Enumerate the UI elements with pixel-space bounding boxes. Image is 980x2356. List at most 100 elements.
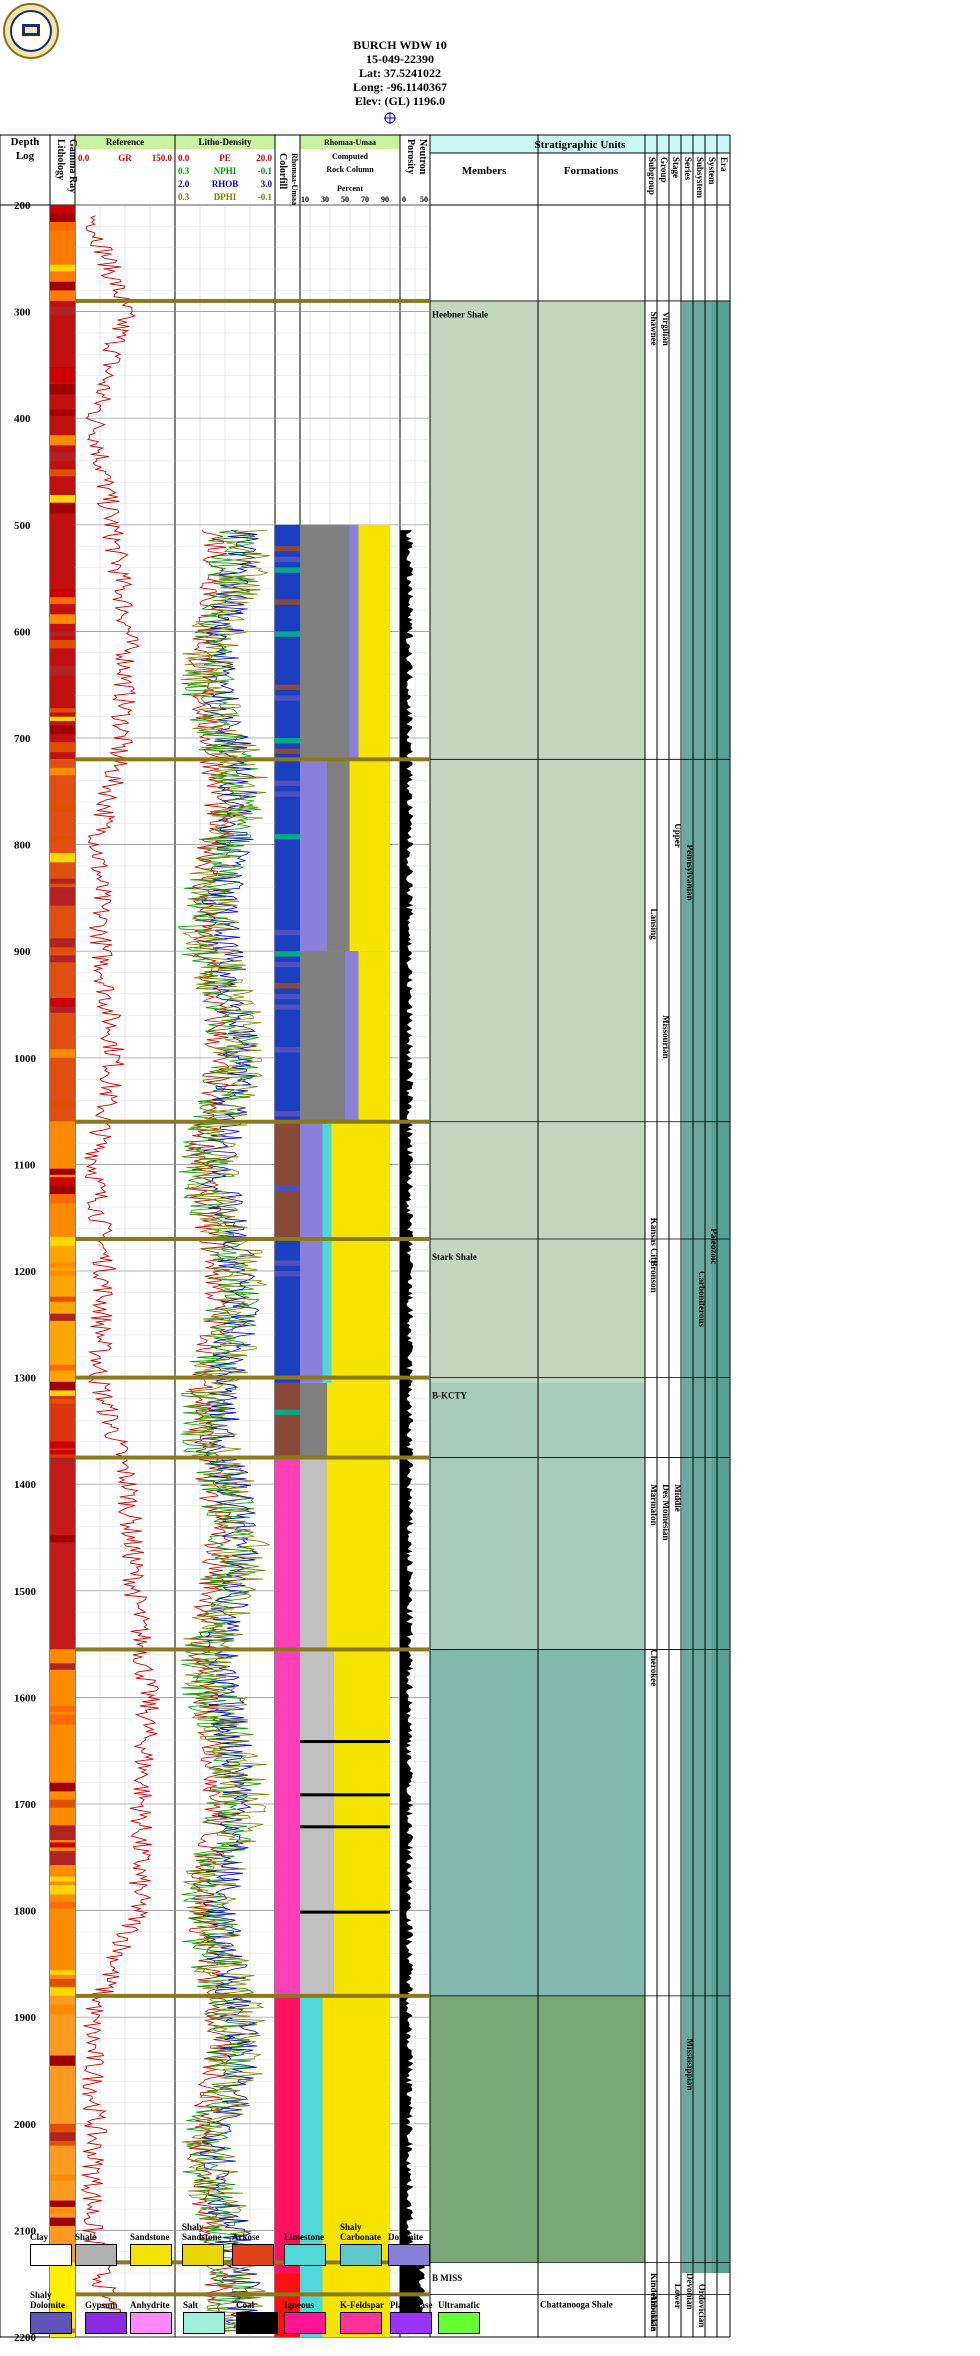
colorfill-stripe	[275, 833, 300, 840]
depth-label-2200: 2200	[14, 2332, 37, 2344]
gr-title: Gamma Ray	[67, 139, 78, 193]
density-scale-min-3: 0.3	[178, 192, 190, 202]
legend-item-sandstone: Sandstone	[130, 2222, 186, 2266]
depth-label-1100: 1100	[14, 1159, 36, 1171]
formation-top-1	[75, 757, 430, 762]
legend-swatch-dolomite	[388, 2244, 430, 2266]
colorfill-band-4	[275, 1382, 300, 1458]
lithology-stripe	[50, 435, 75, 446]
litho-density-title: Litho-Density	[198, 137, 252, 147]
neutron-tick-1: 50	[420, 195, 428, 204]
colorfill-band-0	[275, 524, 300, 760]
legend-label: K-Feldspar	[340, 2300, 384, 2310]
legend-item-gypsum: Gypsum	[85, 2290, 141, 2334]
rock-title: Rhomaa-Umaa	[324, 138, 376, 147]
lithology-stripe	[50, 409, 75, 416]
rock-tick-1: 30	[321, 195, 329, 204]
rock-column-band	[300, 951, 345, 1122]
lithology-stripe	[50, 1799, 75, 1808]
colorfill-stripe	[275, 1111, 300, 1117]
density-scale-min-0: 0.0	[178, 153, 190, 163]
subgroup-label-1: Lansing	[649, 909, 659, 941]
lithology-band-7	[50, 1649, 75, 1996]
depth-label-900: 900	[14, 946, 31, 958]
rock-column-band	[300, 1382, 327, 1458]
strat-col-title-4: Subsystem	[695, 157, 705, 199]
legend-item-ultramafic: Ultramafic	[438, 2290, 494, 2334]
lithology-stripe	[50, 614, 75, 624]
lithology-stripe	[50, 2004, 75, 2015]
legend-label: Salt	[183, 2300, 199, 2310]
gr-scale-name: GR	[118, 153, 132, 163]
gr-scale-max: 150.0	[152, 153, 173, 163]
depth-label-600: 600	[14, 626, 31, 638]
series-label-1: Middle	[673, 1484, 683, 1512]
density-scale-name-1: NPHI	[214, 166, 237, 176]
subgroup-label-4: Marmaton	[649, 1484, 659, 1526]
colorfill-stripe	[275, 1260, 300, 1266]
strat-col-title-5: System	[707, 157, 717, 185]
colorfill-stripe	[275, 567, 300, 573]
rock-column-band	[300, 1121, 323, 1383]
lithology-stripe	[50, 716, 75, 721]
lithology-stripe	[50, 639, 75, 649]
coal-seam-0	[300, 1740, 390, 1744]
legend-label: Shaly Carbonate	[340, 2222, 381, 2242]
subgroup-label-6: Kinderhookian	[649, 2273, 659, 2332]
colorfill-band-2	[275, 1121, 300, 1240]
lithology-stripe	[50, 631, 75, 637]
coal-seam-3	[300, 1910, 390, 1914]
rock-tick-3: 70	[361, 195, 369, 204]
colorfill-stripe	[275, 1004, 300, 1010]
gr-curve	[80, 215, 160, 2332]
subgroup-label-7: Arbuckle	[649, 2294, 659, 2330]
lithology-stripe	[50, 1262, 75, 1268]
lithology-stripe	[50, 1381, 75, 1393]
depth-label-1700: 1700	[14, 1799, 37, 1811]
lithology-stripe	[50, 1049, 75, 1058]
legend-swatch-salt	[183, 2312, 225, 2334]
lithology-stripe	[50, 222, 75, 232]
legend-swatch-coal	[236, 2312, 278, 2334]
porosity-title: Porosity	[405, 139, 416, 174]
lithology-stripe	[50, 597, 75, 605]
legend-swatch-anhydrite	[130, 2312, 172, 2334]
lithology-stripe	[50, 588, 75, 597]
rock-subtitle-2: Rock Column	[326, 165, 374, 174]
rock-column-band	[358, 951, 390, 1122]
lithology-stripe	[50, 1194, 75, 1204]
well-name: BURCH WDW 10	[353, 38, 447, 52]
rock-subtitle-1: Computed	[332, 152, 369, 161]
legend-label: Arkose	[232, 2232, 260, 2242]
lithology-stripe	[50, 1876, 75, 1882]
rock-column-band	[300, 1457, 327, 1650]
legend-item-igneous: Igneous	[284, 2290, 340, 2334]
lithology-stripe	[50, 1458, 75, 1465]
rock-column-band	[322, 1121, 332, 1383]
density-scale-max-3: -0.1	[258, 192, 273, 202]
colorfill-stripe	[275, 951, 300, 957]
rock-column-band	[327, 759, 350, 952]
lithology-stripe	[50, 2140, 75, 2146]
formation-top-2	[75, 1119, 430, 1124]
legend-label: Shaly Dolomite	[30, 2290, 65, 2310]
lithology-stripe	[50, 2217, 75, 2226]
lithology-stripe	[50, 1177, 75, 1187]
subgroup-label-0: Shawnee	[649, 312, 659, 346]
lithology-stripe	[50, 2123, 75, 2133]
lithology-stripe	[50, 494, 75, 503]
legend-item-coal: Coal	[236, 2290, 292, 2334]
lithology-stripe	[50, 853, 75, 863]
rhob-curve	[200, 529, 261, 2333]
legend-swatch-shale	[75, 2244, 117, 2266]
legend-item-salt: Salt	[183, 2290, 239, 2334]
lithology-stripe	[50, 375, 75, 382]
formation-top-0	[75, 298, 430, 303]
supersystem-label-1: Ordovician	[697, 2284, 707, 2328]
legend-label: Plagioclase	[390, 2300, 433, 2310]
lithology-stripe	[50, 801, 75, 812]
neutron-fill	[400, 530, 426, 2332]
legend-label: Coal	[236, 2300, 254, 2310]
legend-swatch-arkose	[232, 2244, 274, 2266]
lithology-stripe	[50, 1970, 75, 1975]
